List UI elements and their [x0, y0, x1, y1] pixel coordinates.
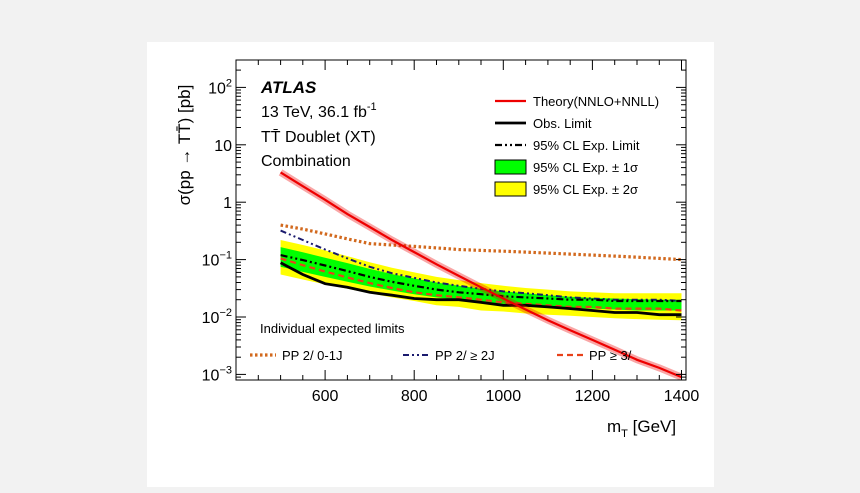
plot-layer: [278, 169, 683, 381]
series-line-navy: [280, 229, 682, 302]
series-line-exp: [280, 254, 682, 303]
energy-lumi-label: 13 TeV, 36.1 fb-1: [261, 101, 377, 121]
legend-label: 95% CL Exp. ± 2σ: [533, 182, 638, 197]
figure-background: [147, 42, 714, 487]
series-line-theory: [280, 171, 682, 379]
axis-ticks: 600 800 1000 1200 1400 102 10 1 10−1 10−2 10−3: [202, 59, 700, 405]
series-line-orangedot: [280, 223, 682, 262]
band-1sigma: [280, 247, 682, 311]
individual-legend: PP 2/ 0-1J PP 2/ ≥ 2J PP ≥ 3/: [250, 348, 632, 363]
x-tick-label: 1400: [664, 388, 700, 405]
legend: Theory(NNLO+NNLL) Obs. Limit 95% CL Exp. L…: [494, 94, 659, 197]
x-tick-label: 800: [401, 388, 428, 405]
atlas-label: ATLAS: [260, 78, 317, 97]
legend-label: 95% CL Exp. ± 1σ: [533, 160, 638, 175]
legend-swatch-band1: [494, 159, 527, 175]
individual-legend-label: PP 2/ 0-1J: [282, 348, 342, 363]
legend-label: 95% CL Exp. Limit: [533, 138, 640, 153]
individual-limits-title: Individual expected limits: [260, 321, 405, 336]
y-tick-label: 1: [223, 195, 232, 212]
y-axis-label: σ(pp → TT̄) [pb]: [175, 85, 194, 206]
x-tick-label: 1000: [486, 388, 522, 405]
series-line-reddash: [280, 257, 682, 312]
y-tick-label: 10: [214, 138, 232, 155]
y-tick-label: 10−3: [202, 364, 232, 384]
y-tick-label: 10−1: [202, 250, 232, 270]
individual-legend-label: PP ≥ 3/: [589, 348, 632, 363]
legend-swatch-band2: [494, 181, 527, 197]
individual-legend-label: PP 2/ ≥ 2J: [435, 348, 495, 363]
x-tick-label: 600: [312, 388, 339, 405]
y-tick-label: 102: [208, 77, 232, 97]
x-tick-label: 1200: [575, 388, 611, 405]
series-line-obs: [279, 261, 682, 317]
y-tick-label: 10−2: [202, 307, 232, 327]
model-label: TT̄ Doublet (XT): [261, 129, 376, 146]
x-axis-label: mT [GeV]: [607, 417, 676, 440]
legend-label: Theory(NNLO+NNLL): [533, 94, 659, 109]
analysis-label: Combination: [261, 153, 351, 170]
legend-label: Obs. Limit: [533, 116, 592, 131]
